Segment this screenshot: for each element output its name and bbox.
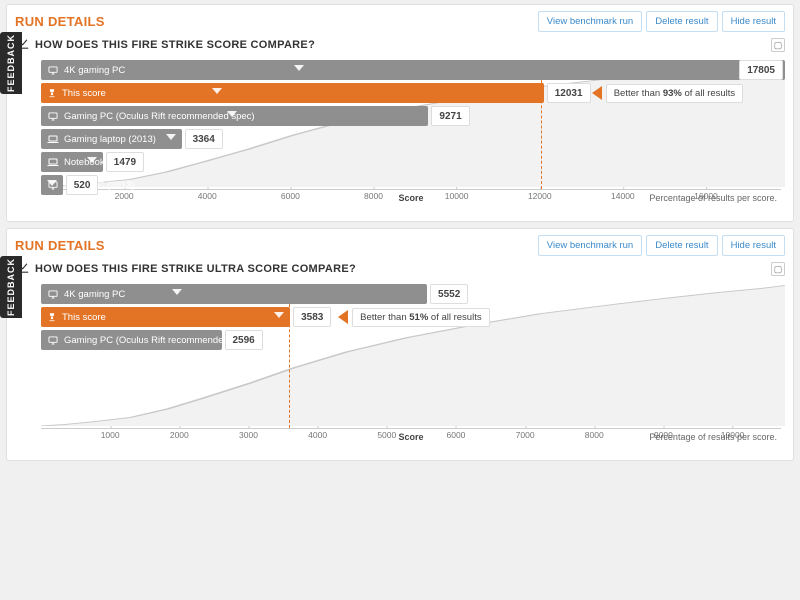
comparison-bar[interactable]: Gaming PC (Oculus Rift recommended spec) xyxy=(41,330,222,350)
view-benchmark-button[interactable]: View benchmark run xyxy=(538,235,642,256)
axis-note: Percentage of results per score. xyxy=(649,432,777,442)
delete-result-button[interactable]: Delete result xyxy=(646,235,717,256)
percentile-callout: Better than 51% of all results xyxy=(352,308,489,327)
axis-tick: 8000 xyxy=(585,430,604,440)
action-bar: View benchmark runDelete resultHide resu… xyxy=(538,235,785,256)
chevron-down-icon[interactable] xyxy=(172,289,182,295)
comparison-bar-row: Gaming PC (Oculus Rift recommended spec)… xyxy=(41,106,785,126)
collapse-button[interactable]: ▢ xyxy=(771,38,785,52)
this-score-bar[interactable]: This score xyxy=(41,307,290,327)
chevron-down-icon[interactable] xyxy=(274,312,284,318)
bar-value: 520 xyxy=(66,175,99,195)
callout-arrow-icon xyxy=(338,310,348,324)
view-benchmark-button[interactable]: View benchmark run xyxy=(538,11,642,32)
bar-value: 12031 xyxy=(547,83,591,103)
comparison-bar-row: Gaming laptop (2013) 3364 xyxy=(41,129,785,149)
comparison-bar[interactable]: 4K gaming PC xyxy=(41,60,785,80)
hide-result-button[interactable]: Hide result xyxy=(722,235,785,256)
hide-result-button[interactable]: Hide result xyxy=(722,11,785,32)
comparison-bar[interactable]: 4K gaming PC xyxy=(41,284,427,304)
comparison-bar-row: 4K gaming PC 17805 xyxy=(41,60,785,80)
run-details-title: RUN DETAILS xyxy=(15,14,105,29)
bar-label: 4K gaming PC xyxy=(64,289,125,300)
feedback-tab[interactable]: FEEDBACK xyxy=(0,32,22,94)
axis-tick: 6000 xyxy=(446,430,465,440)
comparison-bar-row: 4K gaming PC 5552 xyxy=(41,284,785,304)
bar-value: 3364 xyxy=(185,129,223,149)
comparison-bar[interactable]: Office PC (2013) xyxy=(41,175,63,195)
bar-label: 4K gaming PC xyxy=(64,65,125,76)
chevron-down-icon[interactable] xyxy=(212,88,222,94)
bar-value: 1479 xyxy=(106,152,144,172)
chevron-down-icon[interactable] xyxy=(294,65,304,71)
delete-result-button[interactable]: Delete result xyxy=(646,11,717,32)
bar-label: Gaming laptop (2013) xyxy=(64,134,156,145)
bar-value: 9271 xyxy=(431,106,469,126)
bar-label: Notebook xyxy=(64,157,105,168)
comparison-title: HOW DOES THIS FIRE STRIKE SCORE COMPARE? xyxy=(35,39,315,51)
axis-tick: 5000 xyxy=(377,430,396,440)
run-details-title: RUN DETAILS xyxy=(15,238,105,253)
comparison-bar[interactable]: Gaming laptop (2013) xyxy=(41,129,182,149)
comparison-bar-row: Gaming PC (Oculus Rift recommended spec)… xyxy=(41,330,785,350)
bar-label: This score xyxy=(62,312,106,323)
chevron-down-icon[interactable] xyxy=(47,180,57,186)
comparison-bar-row: This score 12031 Better than 93% of all re… xyxy=(41,83,785,103)
axis-tick: 2000 xyxy=(170,430,189,440)
comparison-bar-row: This score 3583 Better than 51% of all res… xyxy=(41,307,785,327)
feedback-tab[interactable]: FEEDBACK xyxy=(0,256,22,318)
bar-value: 17805 xyxy=(739,60,783,80)
comparison-bar[interactable]: Notebook xyxy=(41,152,103,172)
chevron-down-icon[interactable] xyxy=(166,134,176,140)
chevron-down-icon[interactable] xyxy=(87,157,97,163)
collapse-button[interactable]: ▢ xyxy=(771,262,785,276)
chart-area: 4K gaming PC 17805 This score 12031 Better t… xyxy=(15,60,785,217)
callout-arrow-icon xyxy=(592,86,602,100)
bar-value: 3583 xyxy=(293,307,331,327)
axis-tick: 4000 xyxy=(308,430,327,440)
benchmark-panel: RUN DETAILS View benchmark runDelete resu… xyxy=(6,228,794,461)
bar-value: 5552 xyxy=(430,284,468,304)
action-bar: View benchmark runDelete resultHide resu… xyxy=(538,11,785,32)
benchmark-panel: RUN DETAILS View benchmark runDelete resu… xyxy=(6,4,794,222)
axis-label: Score xyxy=(398,432,423,442)
chart-area: 4K gaming PC 5552 This score 3583 Better tha… xyxy=(15,284,785,456)
bar-label: This score xyxy=(62,88,106,99)
axis-tick: 7000 xyxy=(516,430,535,440)
x-axis: 1000200030004000500060007000800090001000… xyxy=(41,428,781,456)
axis-tick: 1000 xyxy=(101,430,120,440)
this-score-bar[interactable]: This score xyxy=(41,83,544,103)
comparison-bar[interactable]: Gaming PC (Oculus Rift recommended spec) xyxy=(41,106,428,126)
chevron-down-icon[interactable] xyxy=(227,111,237,117)
percentile-callout: Better than 93% of all results xyxy=(606,84,743,103)
comparison-bar-row: Office PC (2013)520 xyxy=(41,175,785,195)
axis-tick: 3000 xyxy=(239,430,258,440)
bar-value: 2596 xyxy=(225,330,263,350)
comparison-title: HOW DOES THIS FIRE STRIKE ULTRA SCORE CO… xyxy=(35,263,356,275)
comparison-bar-row: Notebook1479 xyxy=(41,152,785,172)
